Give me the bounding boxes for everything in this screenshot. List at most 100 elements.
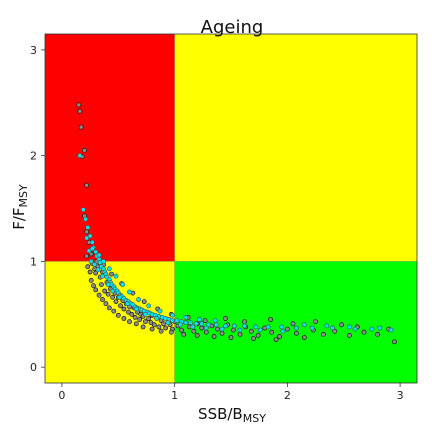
scatter-point-series-1	[215, 326, 220, 332]
scatter-point-series-1	[87, 269, 93, 275]
scatter-point-series-2	[203, 325, 209, 331]
scatter-point-series-2	[85, 225, 91, 230]
scatter-point-series-2	[169, 318, 175, 323]
scatter-point-series-1	[211, 334, 217, 339]
scatter-point-series-2	[165, 320, 171, 326]
scatter-point-series-2	[352, 326, 358, 332]
scatter-point-series-1	[268, 317, 273, 322]
scatter-point-series-2	[199, 321, 205, 327]
scatter-point-series-1	[320, 331, 326, 337]
scatter-point-series-1	[113, 299, 119, 304]
scatter-point-series-1	[141, 299, 147, 304]
scatter-point-series-2	[212, 318, 218, 323]
scatter-point-series-2	[324, 323, 330, 329]
scatter-point-series-2	[146, 303, 152, 309]
y-tick-label: 1	[30, 255, 37, 268]
scatter-point-series-2	[279, 324, 285, 330]
quadrant-backgrounds	[45, 34, 417, 383]
scatter-point-series-1	[251, 336, 256, 341]
scatter-point-series-1	[242, 319, 247, 325]
scatter-point-series-1	[103, 301, 109, 307]
scatter-point-series-1	[99, 282, 104, 287]
scatter-point-series-1	[228, 335, 234, 340]
x-tick-label: 3	[397, 389, 404, 402]
scatter-point-series-2	[196, 317, 202, 322]
scatter-point-series-1	[140, 324, 146, 330]
scatter-point-series-2	[174, 318, 180, 323]
scatter-point-series-1	[142, 319, 148, 325]
scatter-point-series-2	[120, 282, 126, 287]
quadrant-healthy-overfishing	[174, 34, 417, 262]
quadrant-healthy-sustainable	[174, 261, 417, 383]
scatter-point-series-1	[88, 251, 94, 257]
scatter-point-series-2	[169, 312, 175, 318]
scatter-point-series-1	[125, 309, 131, 315]
scatter-point-series-1	[168, 329, 174, 335]
scatter-point-series-1	[339, 322, 344, 328]
scatter-point-series-2	[293, 325, 299, 331]
scatter-point-series-2	[242, 323, 247, 329]
scatter-point-series-1	[93, 270, 99, 276]
scatter-point-series-2	[95, 267, 101, 273]
quadrant-overfished-overfishing	[45, 34, 175, 262]
scatter-point-series-2	[237, 327, 243, 333]
scatter-point-series-1	[133, 321, 139, 327]
scatter-points	[76, 102, 397, 345]
scatter-point-series-1	[313, 319, 318, 325]
scatter-point-series-2	[253, 324, 259, 330]
scatter-point-series-1	[269, 329, 274, 335]
scatter-point-series-2	[346, 324, 352, 330]
scatter-point-series-2	[206, 322, 211, 328]
scatter-point-series-1	[230, 327, 236, 333]
scatter-point-series-1	[91, 283, 96, 289]
plot-frame	[44, 33, 418, 384]
scatter-point-series-1	[76, 102, 82, 108]
scatter-point-series-1	[158, 328, 164, 334]
y-axis-title-main: F/F	[10, 207, 28, 229]
scatter-point-series-2	[193, 321, 199, 327]
x-axis-title-main: SSB/B	[198, 405, 243, 423]
scatter-point-series-2	[101, 258, 106, 264]
scatter-point-series-1	[105, 291, 111, 297]
scatter-point-series-1	[255, 332, 261, 338]
axis-ticks: 0 1 2 3 0 1 2 3	[30, 44, 404, 402]
scatter-point-series-2	[77, 153, 83, 158]
x-tick-label: 1	[171, 389, 178, 402]
x-tick-label: 0	[58, 389, 65, 402]
scatter-point-series-1	[273, 337, 279, 342]
scatter-point-series-1	[84, 253, 90, 259]
scatter-point-series-2	[136, 297, 141, 302]
scatter-point-series-2	[190, 324, 196, 330]
y-tick-label: 0	[30, 361, 37, 374]
scatter-point-series-2	[280, 328, 286, 334]
scatter-point-series-1	[148, 320, 154, 326]
y-axis-title: F/FMSY	[10, 184, 30, 230]
scatter-point-series-2	[222, 323, 228, 329]
scatter-point-series-1	[96, 292, 102, 298]
scatter-point-series-2	[89, 246, 95, 252]
scatter-point-series-1	[85, 264, 91, 270]
scatter-point-series-2	[183, 314, 189, 320]
scatter-point-series-1	[132, 314, 138, 320]
scatter-point-series-2	[87, 233, 93, 239]
scatter-point-series-1	[160, 321, 166, 327]
scatter-point-series-2	[89, 239, 95, 245]
scatter-point-series-2	[309, 325, 315, 331]
scatter-point-series-1	[219, 330, 225, 336]
scatter-point-series-1	[102, 288, 108, 294]
scatter-point-series-1	[194, 332, 200, 338]
scatter-point-series-1	[84, 182, 90, 188]
scatter-point-series-1	[222, 316, 228, 321]
scatter-point-series-1	[115, 312, 121, 318]
scatter-point-series-1	[137, 317, 143, 322]
scatter-point-series-2	[330, 325, 335, 331]
scatter-point-series-1	[237, 331, 243, 337]
scatter-point-series-2	[187, 320, 193, 326]
scatter-point-series-2	[265, 324, 271, 330]
x-axis-title-sub: MSY	[243, 412, 266, 425]
chart-title: Ageing	[201, 17, 264, 38]
scatter-point-series-2	[388, 327, 394, 333]
scatter-point-series-1	[199, 325, 205, 331]
scatter-point-series-2	[84, 235, 90, 241]
